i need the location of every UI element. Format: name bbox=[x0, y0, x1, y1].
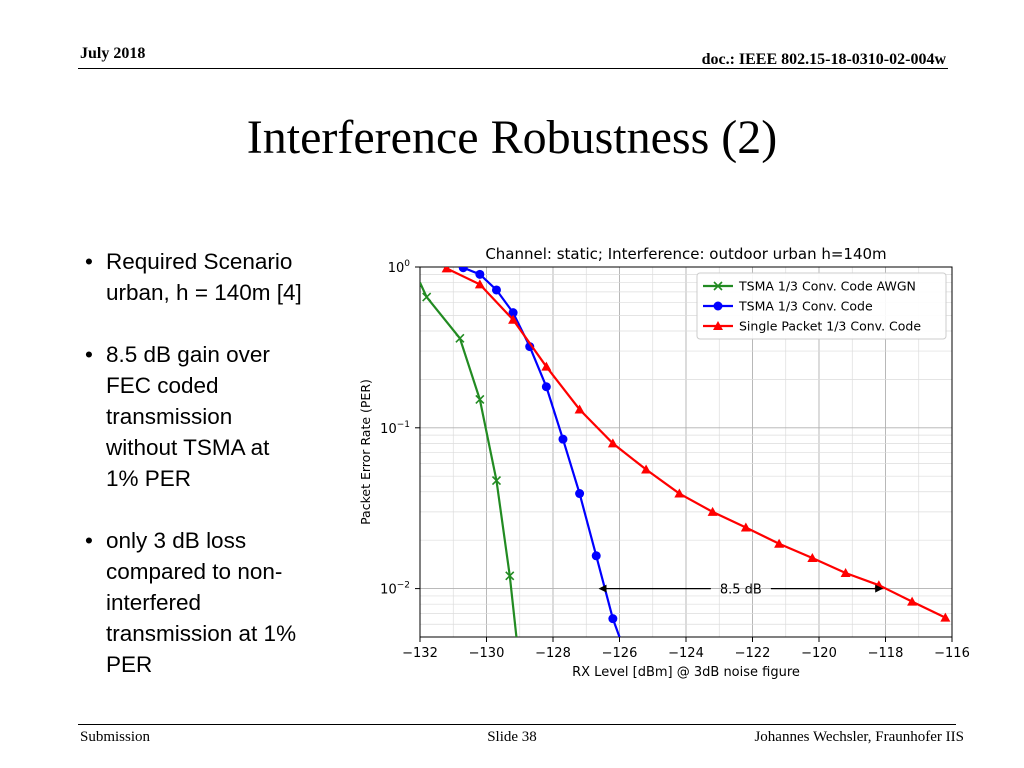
data-point bbox=[907, 596, 918, 606]
bullet-line: Required Scenario bbox=[106, 249, 293, 274]
bullet-item: • only 3 dB loss compared to non- interf… bbox=[85, 525, 345, 680]
data-point bbox=[607, 438, 618, 448]
data-point bbox=[558, 434, 568, 444]
bullet-line: transmission at 1% bbox=[106, 621, 297, 646]
header-rule bbox=[78, 68, 948, 69]
series-group bbox=[458, 267, 621, 637]
x-axis-label: RX Level [dBm] @ 3dB noise figure bbox=[572, 665, 800, 680]
data-point bbox=[713, 301, 723, 311]
y-axis-label: Packet Error Rate (PER) bbox=[358, 379, 373, 525]
header-date: July 2018 bbox=[80, 45, 146, 62]
x-tick-label: −118 bbox=[868, 646, 904, 661]
data-point bbox=[574, 404, 585, 414]
bullet-line: 8.5 dB gain over bbox=[106, 342, 270, 367]
data-point bbox=[422, 292, 432, 302]
bullet-item: • Required Scenario urban, h = 140m [4] bbox=[85, 246, 345, 308]
bullet-line: compared to non- bbox=[106, 559, 283, 584]
data-point bbox=[525, 342, 535, 352]
legend-label: TSMA 1/3 Conv. Code AWGN bbox=[738, 279, 916, 294]
series-group bbox=[420, 282, 518, 637]
data-point bbox=[575, 489, 585, 499]
data-point bbox=[807, 552, 818, 562]
data-point bbox=[541, 382, 551, 392]
data-point bbox=[740, 522, 751, 532]
bullet-line: transmission bbox=[106, 404, 233, 429]
data-point bbox=[475, 394, 485, 405]
series-layer bbox=[420, 267, 951, 637]
x-tick-label: −116 bbox=[934, 646, 970, 661]
slide-title: Interference Robustness (2) bbox=[246, 111, 778, 164]
bullet-item: • 8.5 dB gain over FEC coded transmissio… bbox=[85, 339, 345, 494]
footer-author: Johannes Wechsler, Fraunhofer IIS bbox=[754, 729, 964, 745]
x-tick-label: −128 bbox=[535, 646, 571, 661]
bullet-line: urban, h = 140m [4] bbox=[106, 280, 302, 305]
data-point bbox=[713, 321, 723, 330]
data-point bbox=[674, 488, 685, 498]
data-point bbox=[508, 314, 519, 324]
data-point bbox=[541, 361, 552, 371]
legend: TSMA 1/3 Conv. Code AWGN TSMA 1/3 Conv. C… bbox=[696, 272, 947, 340]
chart-title: Channel: static; Interference: outdoor u… bbox=[485, 245, 886, 263]
data-point bbox=[491, 285, 501, 295]
legend-entry: Single Packet 1/3 Conv. Code bbox=[703, 319, 921, 334]
y-tick-label: 10−1 bbox=[380, 420, 410, 437]
data-point bbox=[491, 475, 502, 486]
x-tick-label: −120 bbox=[801, 646, 837, 661]
y-tick-label: 100 bbox=[388, 259, 411, 276]
data-point bbox=[940, 612, 951, 622]
series-line bbox=[446, 267, 946, 619]
bullet-text: Required Scenario urban, h = 140m [4] bbox=[106, 246, 345, 308]
footer-rule bbox=[78, 724, 956, 725]
bullet-line: PER bbox=[106, 652, 153, 677]
x-axis: −132 −130 −128 −126 −124 −122 −120 −118 −116 bbox=[402, 637, 970, 661]
footer-slide-number: Slide 38 bbox=[487, 729, 537, 745]
bullet-glyph: • bbox=[85, 249, 93, 274]
data-point bbox=[641, 464, 652, 474]
legend-entry: TSMA 1/3 Conv. Code AWGN bbox=[703, 279, 916, 294]
gain-annotation: 8.5 dB bbox=[598, 583, 884, 598]
bullet-list: • Required Scenario urban, h = 140m [4] … bbox=[85, 246, 345, 711]
data-point bbox=[707, 506, 718, 516]
y-axis: 100 10−1 10−2 bbox=[380, 259, 420, 598]
data-point bbox=[458, 267, 468, 273]
legend-box bbox=[696, 272, 947, 340]
bullet-line: interfered bbox=[106, 590, 202, 615]
legend-entry: TSMA 1/3 Conv. Code bbox=[703, 299, 873, 314]
x-tick-label: −130 bbox=[469, 646, 505, 661]
data-point bbox=[505, 571, 515, 581]
footer-submission: Submission bbox=[80, 729, 151, 745]
legend-label: TSMA 1/3 Conv. Code bbox=[738, 299, 873, 314]
x-tick-label: −126 bbox=[602, 646, 638, 661]
bullet-line: FEC coded bbox=[106, 373, 219, 398]
bullet-text: only 3 dB loss compared to non- interfer… bbox=[106, 525, 345, 680]
data-point bbox=[713, 281, 723, 291]
legend-label: Single Packet 1/3 Conv. Code bbox=[739, 319, 921, 334]
data-point bbox=[508, 308, 518, 318]
data-point bbox=[441, 267, 452, 273]
data-point bbox=[474, 279, 485, 289]
x-tick-label: −132 bbox=[402, 646, 438, 661]
x-tick-label: −122 bbox=[735, 646, 771, 661]
data-point bbox=[774, 538, 785, 548]
bullet-line: without TSMA at bbox=[106, 435, 270, 460]
series-line bbox=[420, 282, 518, 637]
header-doc-id: doc.: IEEE 802.15-18-0310-02-004w bbox=[701, 51, 946, 68]
data-point bbox=[608, 614, 618, 624]
annotation-label: 8.5 dB bbox=[720, 583, 762, 598]
bullet-text: 8.5 dB gain over FEC coded transmission … bbox=[106, 339, 345, 494]
data-point bbox=[591, 551, 601, 561]
y-tick-label: 10−2 bbox=[380, 581, 410, 598]
bullet-line: 1% PER bbox=[106, 466, 192, 491]
bullet-line: only 3 dB loss bbox=[106, 528, 247, 553]
x-tick-label: −124 bbox=[668, 646, 704, 661]
data-point bbox=[475, 269, 485, 279]
bullet-glyph: • bbox=[85, 342, 93, 367]
data-point bbox=[455, 333, 465, 343]
bullet-glyph: • bbox=[85, 528, 93, 553]
data-point bbox=[840, 568, 851, 578]
